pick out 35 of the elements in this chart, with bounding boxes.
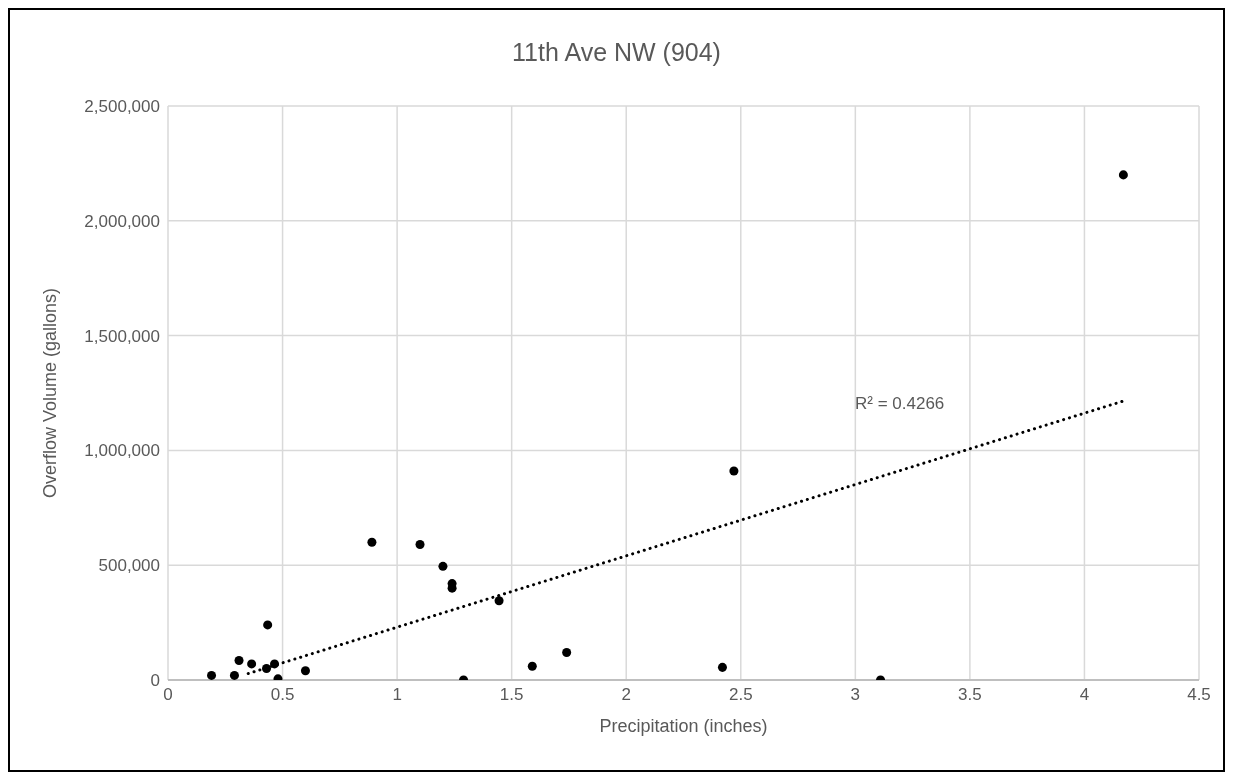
x-tick-label: 3 <box>850 685 861 705</box>
x-tick-label: 2.5 <box>728 685 753 705</box>
point <box>247 659 257 669</box>
x-tick-label: 4 <box>1079 685 1090 705</box>
y-tick-label: 1,000,000 <box>84 441 160 461</box>
y-tick-label: 2,000,000 <box>84 211 160 231</box>
x-tick-label: 1.5 <box>499 685 524 705</box>
point <box>729 466 739 476</box>
point <box>263 620 273 630</box>
x-tick-label: 1 <box>392 685 402 705</box>
chart-title: 11th Ave NW (904) <box>511 38 722 67</box>
x-axis-title: Precipitation (inches) <box>599 716 768 736</box>
point <box>562 647 572 657</box>
point <box>1118 170 1128 180</box>
point <box>229 670 239 680</box>
point <box>300 666 310 676</box>
point <box>367 537 377 547</box>
point <box>234 655 244 665</box>
x-tick-label: 4.5 <box>1187 685 1211 705</box>
x-tick-label: 0.5 <box>270 685 295 705</box>
point <box>494 596 504 606</box>
point <box>438 561 448 571</box>
y-tick-label: 0 <box>150 671 160 691</box>
x-tick-label: 0 <box>163 685 173 705</box>
x-tick-label: 3.5 <box>958 685 982 705</box>
y-tick-label: 1,500,000 <box>84 326 160 346</box>
annotation: R² = 0.4266 <box>855 394 945 414</box>
point <box>415 540 425 550</box>
y-tick-label: 500,000 <box>98 556 160 576</box>
point <box>527 661 537 671</box>
point <box>717 662 727 672</box>
point <box>207 670 217 680</box>
x-tick-label: 2 <box>621 685 631 705</box>
y-axis-title: Overflow Volume (gallons) <box>40 287 61 499</box>
y-tick-label: 2,500,000 <box>84 97 160 117</box>
